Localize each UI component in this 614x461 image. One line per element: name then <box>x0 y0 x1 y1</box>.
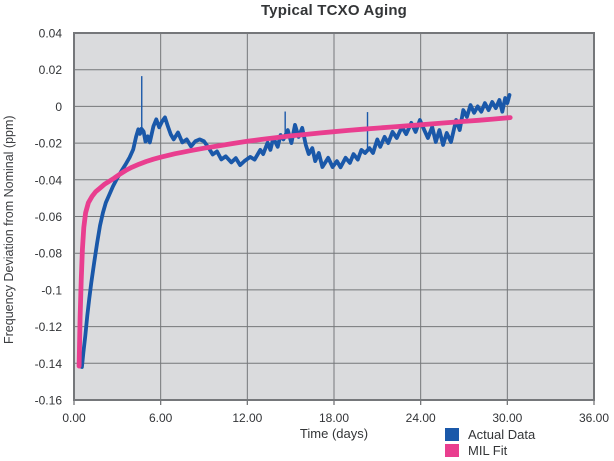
actual-data-line <box>80 93 512 369</box>
y-tick-label: -0.16 <box>35 394 63 408</box>
chart-title: Typical TCXO Aging <box>260 2 408 19</box>
x-tick-label: 0.00 <box>62 411 86 425</box>
x-tick-label: 12.00 <box>232 411 262 425</box>
x-tick-label: 36.00 <box>579 411 609 425</box>
x-tick-label: 18.00 <box>319 411 349 425</box>
legend: Actual Data MIL Fit <box>445 427 535 459</box>
y-tick-label: -0.12 <box>35 320 63 334</box>
legend-swatch-actual-data <box>445 428 459 441</box>
mil-fit-line <box>76 115 513 369</box>
legend-label-actual-data: Actual Data <box>468 427 536 442</box>
y-tick-label: -0.1 <box>41 283 62 297</box>
y-tick-label: -0.14 <box>35 357 63 371</box>
y-tick-label: -0.08 <box>35 247 63 261</box>
x-axis-title: Time (days) <box>299 426 369 441</box>
legend-label-mil-fit: MIL Fit <box>468 443 508 458</box>
legend-item-mil-fit: MIL Fit <box>445 443 535 458</box>
legend-item-actual-data: Actual Data <box>445 427 535 442</box>
y-tick-label: -0.06 <box>35 210 63 224</box>
y-tick-label: 0 <box>55 100 62 114</box>
y-tick-label: 0.04 <box>39 27 63 41</box>
plot-border <box>73 32 595 401</box>
y-tick-label: 0.02 <box>39 63 63 77</box>
x-tick-label: 6.00 <box>149 411 173 425</box>
x-tick-label: 30.00 <box>492 411 522 425</box>
y-tick-label: -0.02 <box>35 137 63 151</box>
y-tick-label: -0.04 <box>35 173 63 187</box>
legend-swatch-mil-fit <box>445 444 459 457</box>
x-tick-label: 24.00 <box>406 411 436 425</box>
